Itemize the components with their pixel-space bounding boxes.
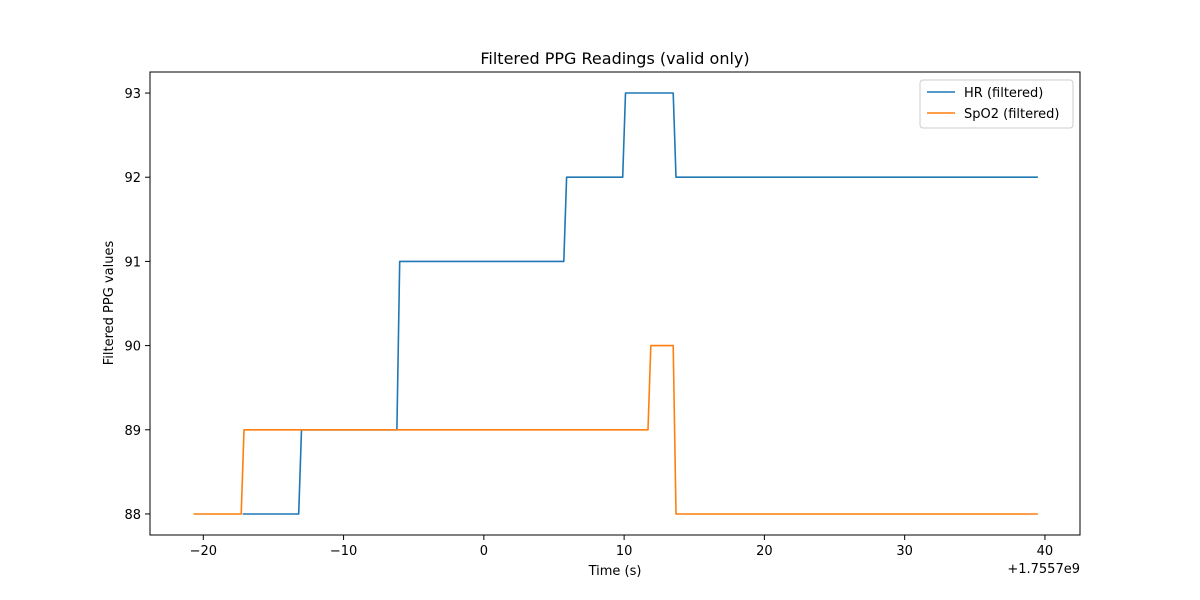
series-line-hr	[242, 92, 1038, 515]
x-tick-label: 30	[896, 544, 913, 559]
y-axis-label: Filtered PPG values	[102, 241, 117, 366]
legend-label: SpO2 (filtered)	[964, 107, 1060, 122]
y-tick-label: 90	[124, 340, 141, 355]
x-tick-label: 40	[1037, 544, 1054, 559]
legend: HR (filtered) SpO2 (filtered)	[919, 79, 1074, 129]
x-tick-label: −10	[330, 544, 357, 559]
x-tick-label: −20	[190, 544, 217, 559]
x-axis-label: Time (s)	[588, 564, 642, 579]
x-tick-label: 10	[616, 544, 633, 559]
series-line-spo2	[193, 344, 1038, 515]
y-tick-label: 88	[124, 508, 141, 523]
y-tick-label: 93	[124, 87, 141, 102]
y-tick-label: 89	[124, 424, 141, 439]
legend-frame	[919, 79, 1074, 129]
plot-area	[193, 92, 1038, 515]
chart-title: Filtered PPG Readings (valid only)	[480, 49, 749, 68]
x-tick-label: 0	[480, 544, 488, 559]
legend-label: HR (filtered)	[964, 86, 1043, 101]
y-tick-label: 92	[124, 171, 141, 186]
y-axis: 88 89 90 91 92 93	[124, 87, 150, 523]
y-tick-label: 91	[124, 255, 141, 270]
x-axis: −20 −10 0 10 20 30 40	[190, 535, 1054, 559]
axes-frame	[149, 71, 1081, 536]
x-axis-offset-label: +1.7557e9	[1007, 562, 1080, 577]
x-tick-label: 20	[756, 544, 773, 559]
